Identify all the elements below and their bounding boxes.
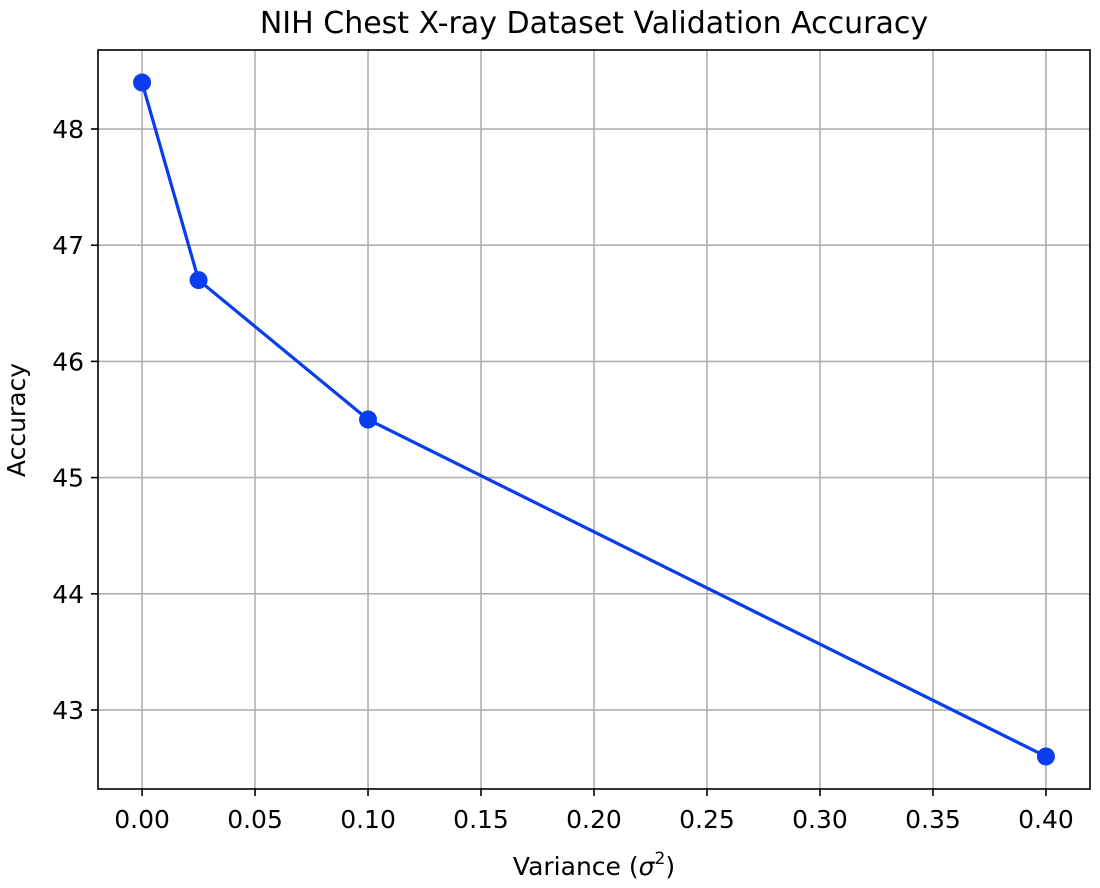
x-tick-label: 0.25 — [679, 805, 735, 834]
data-point[interactable] — [1036, 747, 1055, 766]
x-axis-title: Variance (σ2) — [513, 849, 675, 881]
y-tick-label: 44 — [52, 580, 84, 609]
plot-frame — [97, 49, 1091, 790]
x-tick-label: 0.30 — [792, 805, 848, 834]
x-tick-label: 0.40 — [1018, 805, 1074, 834]
y-tick-label: 45 — [52, 464, 84, 493]
tick-layer: 0.00 0.05 0.10 0.15 0.20 0.25 0.30 0.35 0.40 43 44… — [52, 115, 1074, 834]
data-point[interactable] — [359, 410, 378, 429]
x-axis-title-superscript: 2 — [654, 849, 665, 869]
x-tick-label: 0.20 — [566, 805, 622, 834]
x-axis-title-suffix: ) — [665, 852, 675, 881]
y-tick-label: 43 — [52, 696, 84, 725]
chart-title: NIH Chest X-ray Dataset Validation Accur… — [260, 6, 928, 41]
data-point[interactable] — [189, 271, 208, 290]
series-layer — [133, 73, 1055, 766]
series-line — [140, 80, 1048, 759]
x-tick-label: 0.05 — [227, 805, 283, 834]
data-point[interactable] — [133, 73, 152, 92]
grid-layer — [98, 50, 1090, 789]
x-axis-title-text: Variance ( — [513, 852, 639, 881]
y-tick-label: 47 — [52, 231, 84, 260]
x-tick-label: 0.10 — [340, 805, 396, 834]
x-axis-title-symbol: σ — [639, 852, 656, 881]
y-tick-label: 46 — [52, 347, 84, 376]
x-tick-label: 0.00 — [114, 805, 170, 834]
y-axis-title: Accuracy — [2, 363, 31, 477]
x-tick-label: 0.15 — [453, 805, 509, 834]
x-tick-label: 0.35 — [905, 805, 961, 834]
y-tick-label: 48 — [52, 115, 84, 144]
